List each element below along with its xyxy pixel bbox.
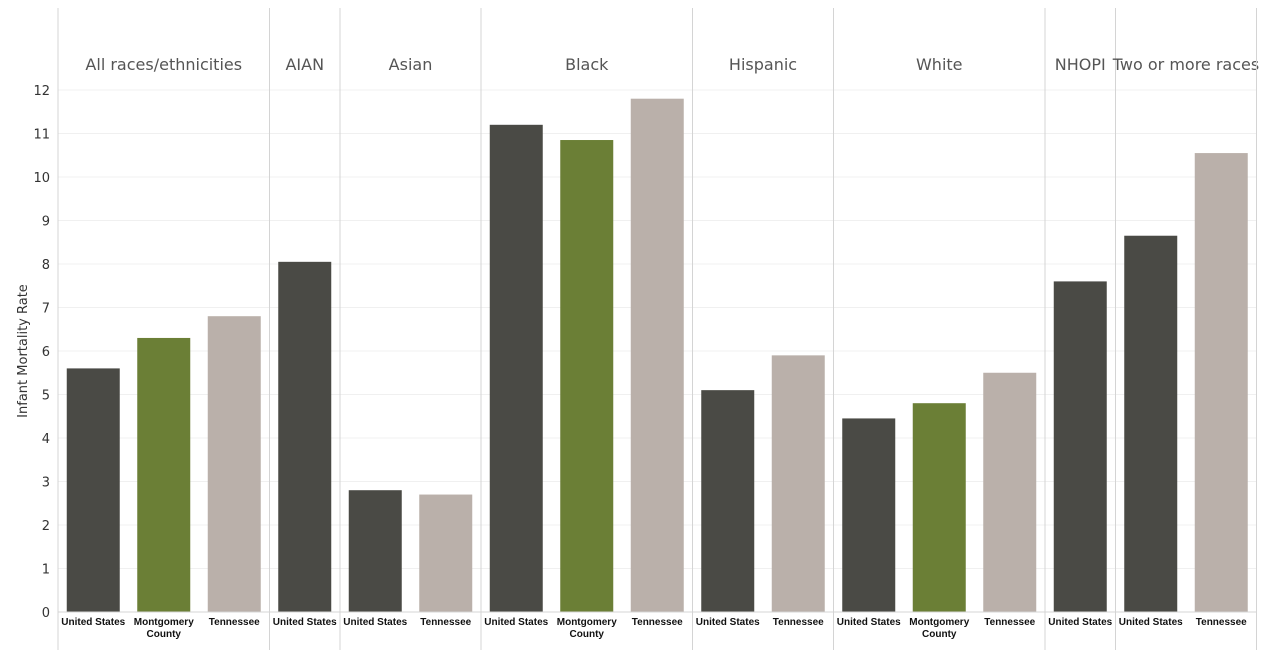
y-tick-label: 3	[42, 476, 50, 491]
bar-united-states: White – United States: 4.45	[842, 418, 896, 612]
y-tick-label: 8	[42, 258, 50, 273]
x-tick-label: United States	[696, 617, 760, 628]
group-title: NHOPI	[1055, 55, 1106, 74]
y-tick-label: 11	[33, 128, 50, 143]
x-tick-label: Montgomery County	[909, 617, 969, 640]
y-tick-label: 7	[42, 302, 50, 317]
group-title: Asian	[389, 55, 433, 74]
bar-united-states: Two or more races – United States: 8.65	[1124, 235, 1178, 612]
x-tick-label: Tennessee	[773, 617, 824, 628]
bar-tennessee: Hispanic – Tennessee: 5.9	[771, 355, 825, 612]
bar-united-states: All races/ethnicities – United States: 5…	[66, 368, 120, 612]
bar-united-states: NHOPI – United States: 7.6	[1053, 281, 1107, 612]
x-tick-label: United States	[343, 617, 407, 628]
y-tick-label: 0	[42, 606, 50, 621]
x-tick-label: Tennessee	[632, 617, 683, 628]
x-tick-label: United States	[484, 617, 548, 628]
y-tick-label: 4	[42, 432, 50, 447]
group-title: All races/ethnicities	[85, 55, 242, 74]
y-axis-title: Infant Mortality Rate	[16, 284, 31, 418]
bar-united-states: Black – United States: 11.2	[489, 124, 543, 613]
bar-tennessee: Black – Tennessee: 11.8	[630, 98, 684, 612]
y-tick-label: 10	[33, 171, 50, 186]
y-tick-label: 5	[42, 389, 50, 404]
y-tick-label: 2	[42, 519, 50, 534]
x-tick-label: Montgomery County	[557, 617, 617, 640]
group-title: Hispanic	[729, 55, 797, 74]
x-tick-label: Tennessee	[420, 617, 471, 628]
x-tick-label: Tennessee	[209, 617, 260, 628]
group-title: AIAN	[285, 55, 324, 74]
bar-united-states: Asian – United States: 2.8	[348, 490, 402, 612]
x-tick-label: United States	[273, 617, 337, 628]
bar-united-states: Hispanic – United States: 5.1	[701, 390, 755, 612]
group-title: Black	[565, 55, 609, 74]
bar-montgomery-county: Black – Montgomery County: 10.85	[560, 140, 614, 612]
x-tick-label: United States	[837, 617, 901, 628]
bar-tennessee: White – Tennessee: 5.5	[983, 372, 1037, 612]
y-tick-label: 1	[42, 563, 50, 578]
x-tick-label: United States	[1119, 617, 1183, 628]
x-tick-label: United States	[1048, 617, 1112, 628]
group-title: Two or more races	[1112, 55, 1259, 74]
x-tick-label: Tennessee	[1196, 617, 1247, 628]
y-tick-label: 9	[42, 215, 50, 230]
x-tick-label: Montgomery County	[134, 617, 194, 640]
y-tick-label: 12	[33, 84, 50, 99]
bar-united-states: AIAN – United States: 8.05	[278, 261, 332, 612]
bar-tennessee: All races/ethnicities – Tennessee: 6.8	[207, 316, 261, 612]
group-title: White	[916, 55, 963, 74]
x-tick-label: Tennessee	[984, 617, 1035, 628]
bar-tennessee: Two or more races – Tennessee: 10.55	[1194, 153, 1248, 612]
y-tick-label: 6	[42, 345, 50, 360]
bar-montgomery-county: White – Montgomery County: 4.8	[912, 403, 966, 612]
x-tick-label: United States	[61, 617, 125, 628]
bar-tennessee: Asian – Tennessee: 2.7	[419, 494, 473, 612]
bar-montgomery-county: All races/ethnicities – Montgomery Count…	[137, 337, 191, 612]
